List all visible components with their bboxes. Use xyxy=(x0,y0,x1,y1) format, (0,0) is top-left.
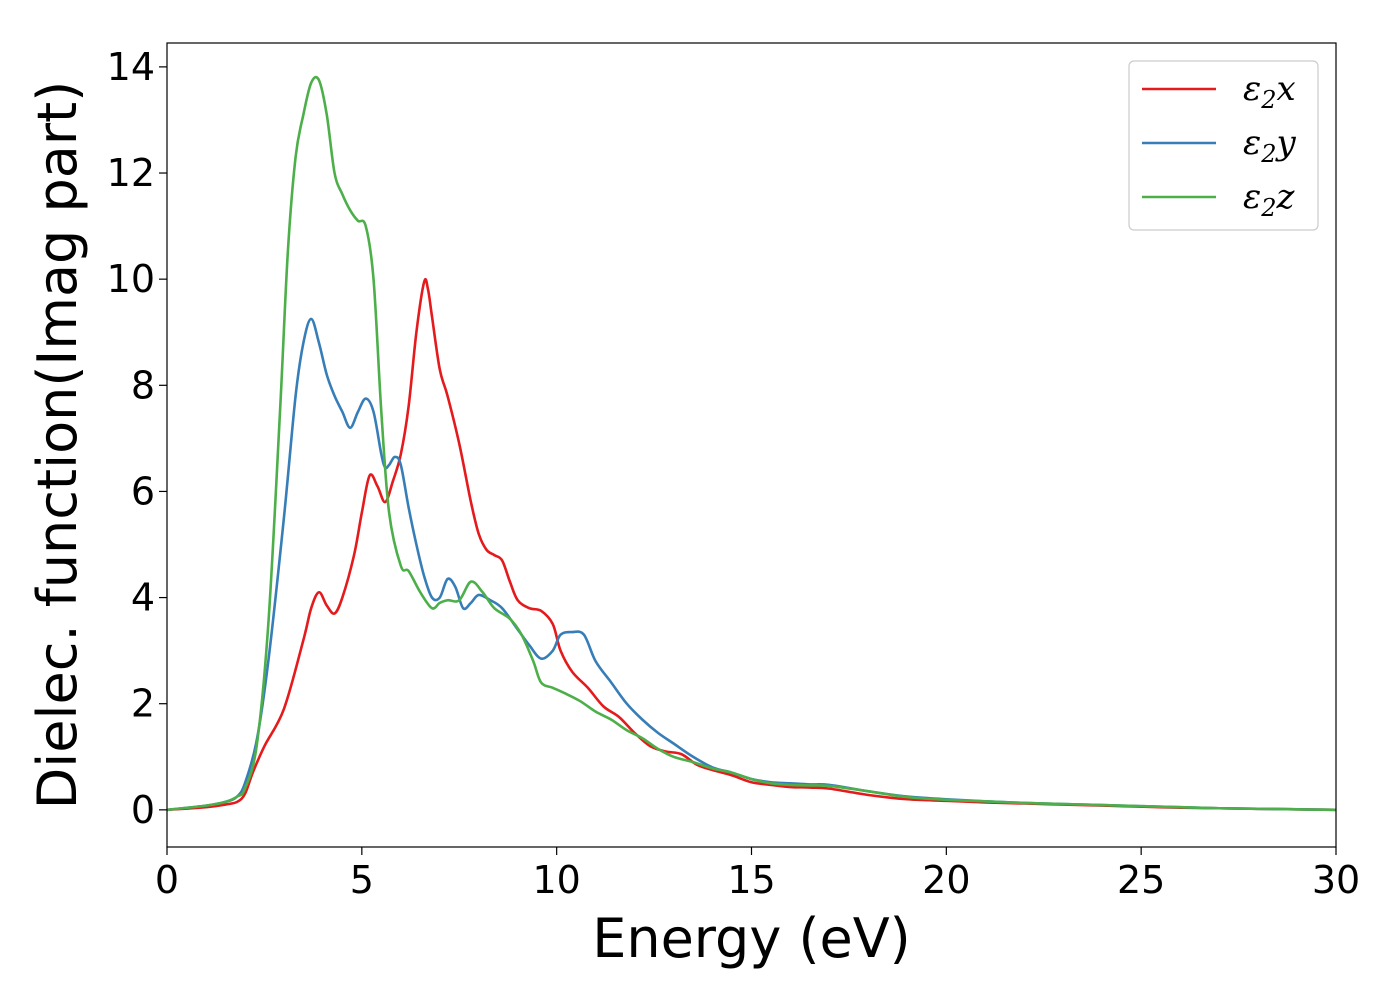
legend: ε2x ε2y ε2z xyxy=(1128,60,1319,231)
legend-label-x: ε2x xyxy=(1243,69,1296,114)
series-line-x xyxy=(166,277,1337,812)
y-tick-label: 12 xyxy=(107,151,155,195)
x-tick-label: 15 xyxy=(727,858,775,902)
x-axis-ticks: 0 5 10 15 20 25 30 xyxy=(155,847,1360,902)
x-tick-label: 10 xyxy=(532,858,580,902)
x-tick-label: 25 xyxy=(1117,858,1165,902)
x-tick-label: 0 xyxy=(155,858,179,902)
x-axis-label: Energy (eV) xyxy=(592,907,911,970)
y-tick-label: 0 xyxy=(131,788,155,832)
legend-box xyxy=(1128,60,1319,231)
x-tick-label: 20 xyxy=(922,858,970,902)
y-tick-label: 14 xyxy=(107,45,155,89)
x-tick-label: 30 xyxy=(1312,858,1360,902)
x-tick-label: 5 xyxy=(350,858,374,902)
plot-lines xyxy=(166,75,1337,812)
y-tick-label: 8 xyxy=(131,363,155,407)
series-line-z xyxy=(166,75,1337,812)
legend-label-y: ε2y xyxy=(1243,123,1297,168)
legend-label-z: ε2z xyxy=(1243,177,1296,222)
y-axis-ticks: 0 2 4 6 8 10 12 14 xyxy=(107,45,167,832)
series-line-y xyxy=(166,317,1337,812)
y-tick-label: 10 xyxy=(107,257,155,301)
y-tick-label: 6 xyxy=(131,469,155,513)
y-tick-label: 4 xyxy=(131,576,155,620)
y-axis-label: Dielec. function(Imag part) xyxy=(26,81,89,810)
y-tick-label: 2 xyxy=(131,682,155,726)
